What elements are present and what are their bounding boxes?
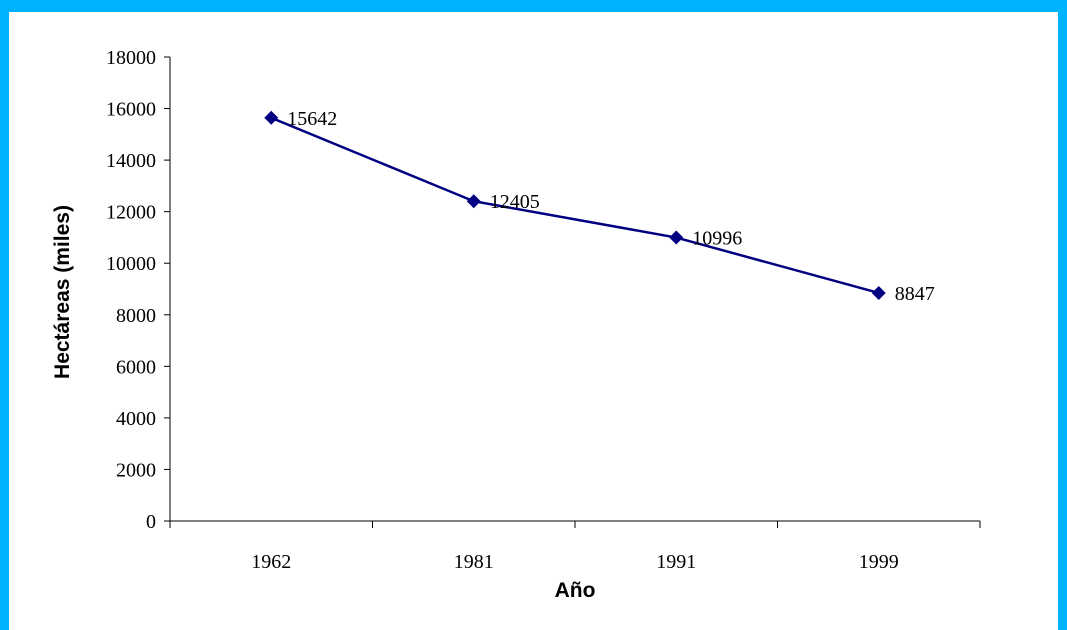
x-tick-label: 1981: [454, 551, 494, 573]
y-tick-label: 16000: [106, 99, 156, 121]
y-tick-label: 0: [146, 511, 156, 533]
data-label: 15642: [287, 108, 337, 130]
series: [264, 110, 886, 300]
x-tick-label: 1999: [859, 551, 899, 573]
y-tick-label: 10000: [106, 253, 156, 275]
x-axis-ticks: 1962 1981 1991 1999: [169, 521, 981, 573]
y-tick-label: 12000: [106, 202, 156, 224]
data-point-diamond: [466, 194, 481, 209]
data-label: 10996: [692, 228, 742, 250]
data-label: 12405: [490, 191, 540, 213]
data-point-diamond: [669, 230, 684, 245]
y-tick-label: 2000: [116, 459, 156, 481]
x-tick-label: 1991: [656, 551, 696, 573]
chart-area: 0 2000 4000 6000 8000 10000 12000 14000 16000 180…: [9, 12, 1058, 630]
y-tick-label: 14000: [106, 150, 156, 172]
x-axis-title: Año: [555, 579, 596, 602]
y-axis-title: Hectáreas (miles): [51, 205, 74, 379]
series-line: [270, 116, 880, 295]
line-chart: 0 2000 4000 6000 8000 10000 12000 14000 16000 180…: [51, 47, 981, 602]
data-label: 8847: [895, 283, 935, 305]
y-tick-label: 6000: [116, 356, 156, 378]
y-tick-label: 18000: [106, 47, 156, 69]
x-tick-label: 1962: [251, 551, 291, 573]
y-tick-label: 4000: [116, 408, 156, 430]
data-point-diamond: [264, 110, 279, 125]
data-labels: 15642 12405 10996 8847: [287, 108, 935, 305]
data-point-diamond: [871, 285, 886, 300]
y-axis-ticks: 0 2000 4000 6000 8000 10000 12000 14000 16000 180…: [106, 47, 170, 533]
y-tick-label: 8000: [116, 305, 156, 327]
